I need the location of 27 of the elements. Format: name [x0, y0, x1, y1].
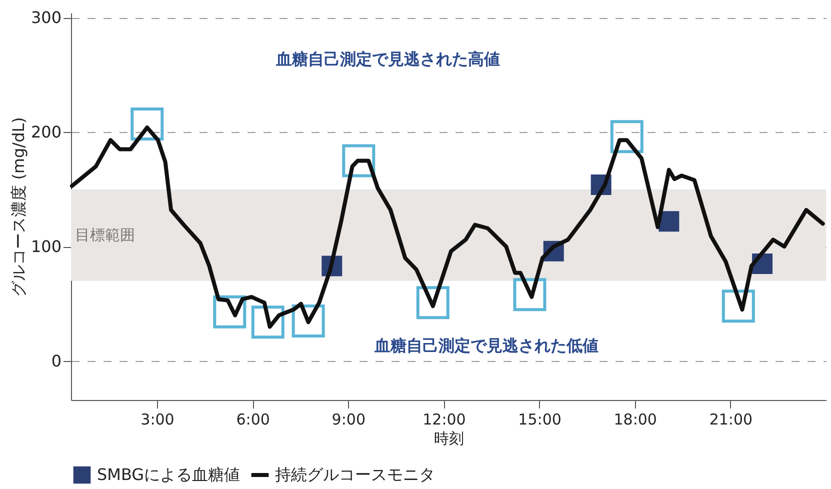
point [342, 144, 376, 178]
y-axis-title: グルコース濃度 (mg/dL) [8, 117, 28, 297]
y-tick-label: 100 [30, 237, 62, 256]
legend-label: SMBGによる血糖値 [97, 465, 240, 484]
x-tick-label: 3:00 [140, 410, 174, 428]
point [213, 295, 246, 328]
band-label: 目標範囲 [75, 226, 135, 244]
line-series [70, 125, 825, 329]
x-axis-title: 時刻 [434, 430, 464, 448]
y-tick-label: 0 [51, 352, 62, 371]
annotation: 血糖自己測定で見逃された低値 [373, 336, 598, 355]
x-tick-label: 21:00 [709, 410, 753, 428]
x-tick-label: 15:00 [518, 410, 562, 428]
y-tick-label: 200 [30, 122, 62, 142]
point [130, 108, 164, 141]
point [513, 278, 546, 312]
legend-label: 持続グルコースモニタ [275, 465, 435, 484]
x-tick-label: 18:00 [614, 410, 657, 428]
x-tick-label: 9:00 [332, 410, 366, 428]
annotation: 血糖自己測定で見逃された高値 [275, 49, 500, 68]
point [416, 286, 450, 320]
x-tick-label: 12:00 [422, 410, 466, 428]
x-tick-label: 6:00 [236, 410, 270, 428]
point [251, 306, 284, 339]
y-tick-label: 300 [30, 8, 62, 28]
point [610, 120, 644, 154]
point [722, 290, 755, 323]
